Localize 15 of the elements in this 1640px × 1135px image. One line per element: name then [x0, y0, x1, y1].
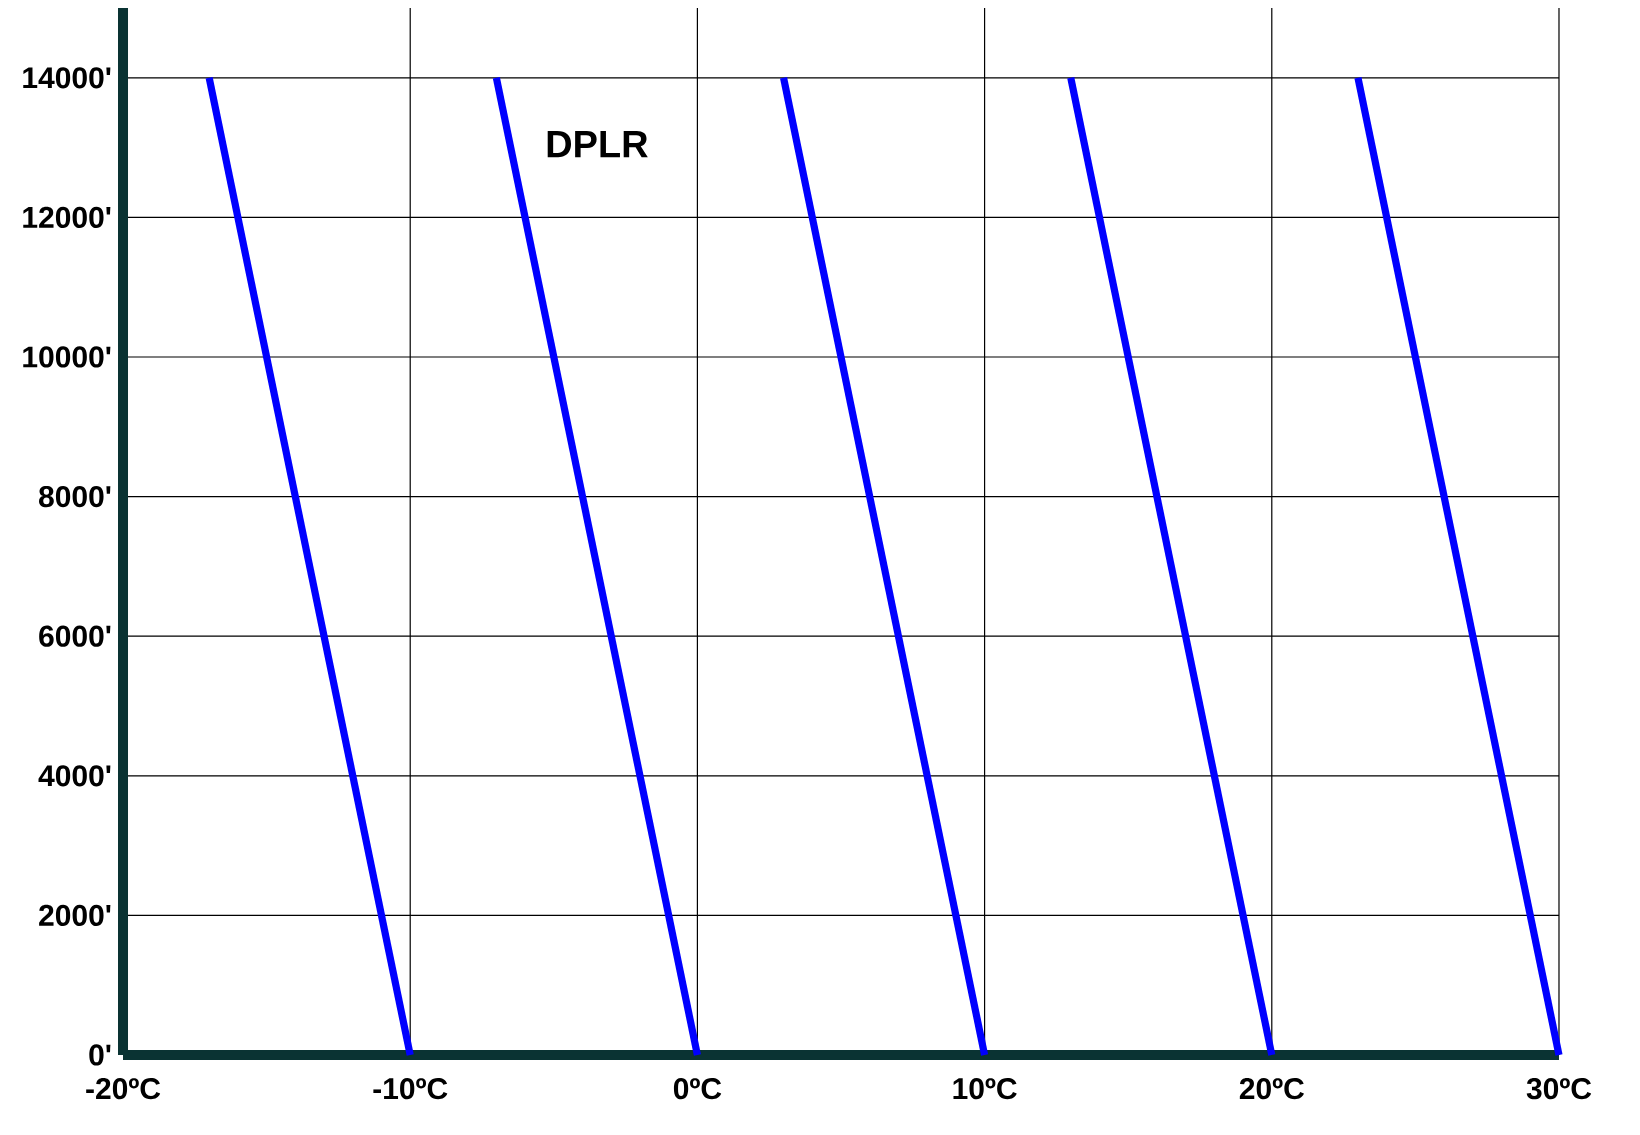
y-tick-label: 2000': [39, 904, 111, 926]
y-tick-label: 14000': [23, 67, 111, 89]
y-tick-label: 6000': [39, 625, 111, 647]
y-tick-label: 8000': [39, 485, 111, 508]
x-tick-label: -20ºC: [86, 1078, 161, 1100]
x-tick-label: 30ºC: [1526, 1078, 1592, 1100]
x-tick-label: 20ºC: [1239, 1078, 1304, 1100]
x-tick-label: -10ºC: [373, 1078, 448, 1100]
x-tick-label: 0ºC: [673, 1078, 722, 1100]
x-tick-label: 10ºC: [953, 1078, 1017, 1100]
y-tick-label: 4000': [38, 765, 111, 787]
y-tick-label: 12000': [23, 206, 111, 228]
annotation: DPLR: [547, 131, 648, 158]
y-tick-label: 10000': [23, 346, 111, 368]
y-tick-label: 0': [89, 1044, 111, 1066]
